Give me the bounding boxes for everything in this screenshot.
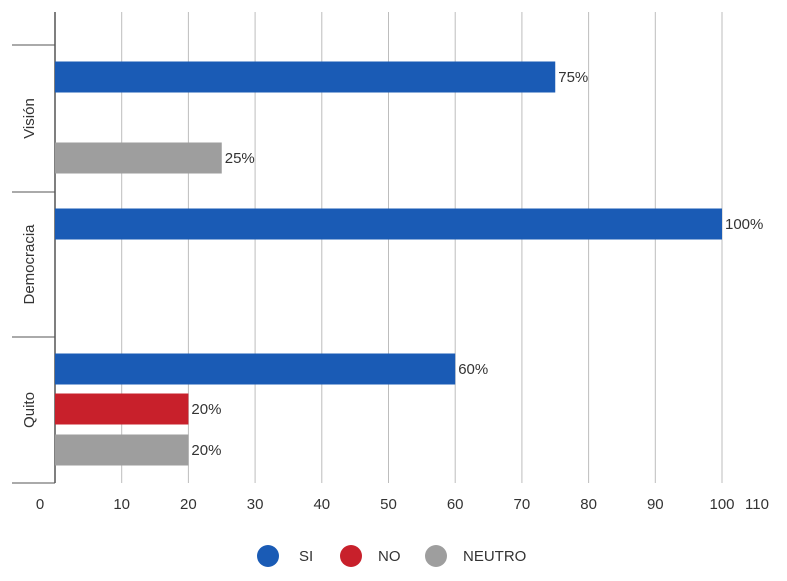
bar-quito-no	[55, 393, 189, 425]
legend-swatch-si	[257, 545, 279, 567]
legend-label-no: NO	[378, 548, 401, 565]
x-tick-label-0: 0	[36, 496, 44, 513]
data-label-quito-no: 20%	[191, 401, 221, 418]
x-tick-label-30: 30	[247, 496, 264, 513]
x-tick-label-70: 70	[514, 496, 531, 513]
x-tick-label-80: 80	[580, 496, 597, 513]
x-tick-label-100: 100	[709, 496, 734, 513]
legend-label-si: SI	[299, 548, 313, 565]
x-tick-label-10: 10	[113, 496, 130, 513]
bars	[55, 61, 722, 466]
x-tick-label-50: 50	[380, 496, 397, 513]
bar-vision-si	[55, 61, 556, 93]
data-label-vision-si: 75%	[558, 69, 588, 86]
legend-swatch-neutro	[425, 545, 447, 567]
category-label-democracia: Democracia	[21, 224, 38, 305]
category-label-quito: Quito	[21, 392, 38, 428]
bar-democracia-si	[55, 208, 722, 240]
legend-swatch-no	[340, 545, 362, 567]
data-label-vision-neutro: 25%	[225, 150, 255, 167]
legend: SI NO NEUTRO	[257, 545, 526, 567]
data-label-democracia-si: 100%	[725, 216, 763, 233]
bar-vision-neutro	[55, 142, 222, 174]
category-label-vision: Visión	[21, 98, 38, 139]
legend-label-neutro: NEUTRO	[463, 548, 526, 565]
x-tick-label-40: 40	[313, 496, 330, 513]
data-label-quito-neutro: 20%	[191, 442, 221, 459]
x-tick-label-110: 110	[745, 496, 769, 513]
x-tick-label-60: 60	[447, 496, 464, 513]
bar-quito-si	[55, 353, 456, 385]
data-labels: 75% 25% 100% 60% 20% 20%	[191, 69, 763, 459]
data-label-quito-si: 60%	[458, 361, 488, 378]
x-tick-label-90: 90	[647, 496, 664, 513]
bar-quito-neutro	[55, 434, 189, 466]
x-tick-label-20: 20	[180, 496, 197, 513]
